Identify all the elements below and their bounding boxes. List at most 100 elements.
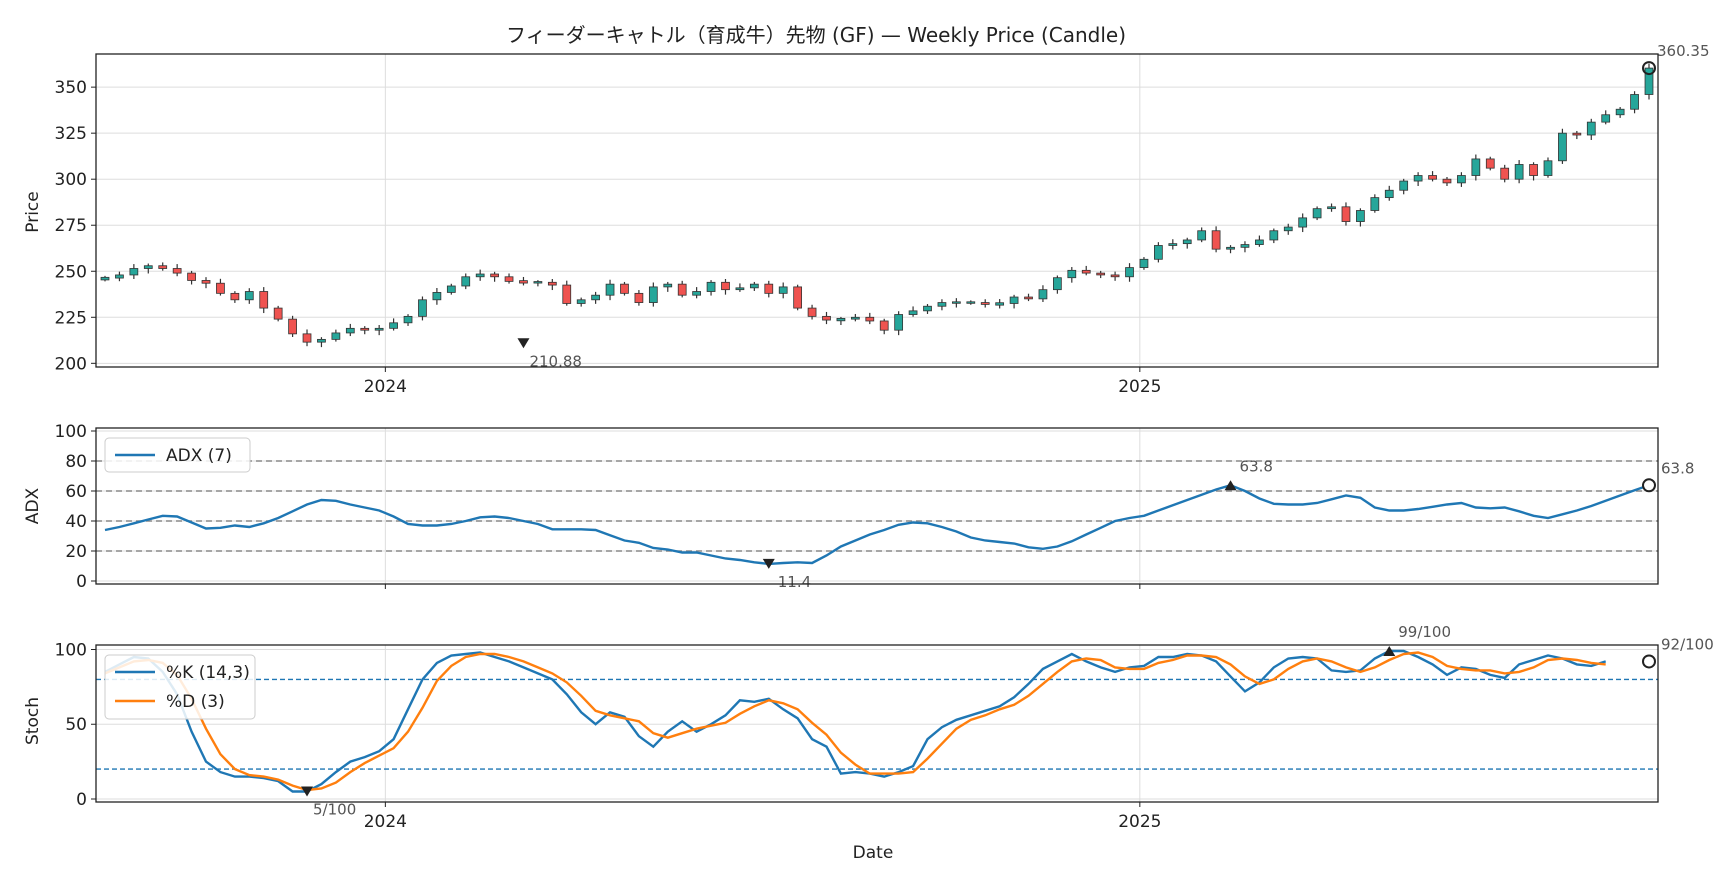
candle-body — [1312, 208, 1322, 219]
stoch-max-label: 99/100 — [1398, 623, 1451, 641]
date-axis-label: Date — [853, 843, 894, 863]
candle — [389, 318, 398, 331]
adx-y-tick-label: 20 — [65, 542, 87, 562]
candle-body — [1529, 164, 1538, 176]
candle — [1053, 275, 1062, 294]
candle-body — [475, 273, 485, 278]
adx-last-marker — [1642, 478, 1656, 493]
candle — [850, 313, 860, 322]
candle-body — [1255, 239, 1264, 245]
candle-body — [966, 301, 976, 304]
candle — [1586, 118, 1596, 140]
candle — [1558, 128, 1567, 164]
candle — [317, 337, 326, 348]
candle — [735, 283, 745, 292]
candle-body — [735, 287, 745, 291]
candle — [172, 264, 182, 277]
stoch-axis-label: Stoch — [23, 697, 43, 745]
candle-body — [677, 283, 687, 296]
candle — [519, 276, 528, 286]
candle — [663, 281, 673, 292]
stoch-legend-d-label: %D (3) — [166, 692, 225, 712]
stoch-y-tick-label: 100 — [55, 640, 87, 660]
price-y-tick-label: 325 — [55, 124, 87, 144]
candle — [115, 271, 124, 282]
candle-body — [1125, 267, 1134, 278]
candle-body — [1543, 160, 1553, 176]
stoch-panel: 0 50 100 2024 2025 5/100 99/100 92/100 %K (14,3)… — [55, 623, 1714, 832]
price-y-tick-label: 275 — [55, 216, 87, 236]
candle — [446, 283, 456, 295]
candle — [764, 280, 774, 298]
candle-body — [490, 273, 499, 278]
stoch-legend-k-label: %K (14,3) — [166, 663, 250, 683]
candle — [1139, 257, 1149, 270]
candle — [461, 273, 471, 290]
candle-body — [216, 282, 225, 294]
candle-body — [244, 291, 254, 301]
candle-body — [143, 265, 153, 269]
stoch-last-marker — [1642, 654, 1656, 669]
candle — [1283, 223, 1293, 235]
candle-body — [1197, 230, 1207, 241]
candle-body — [100, 276, 110, 281]
candle — [475, 269, 485, 281]
candle-body — [980, 302, 990, 305]
candle-body — [822, 315, 831, 321]
candle-body — [850, 316, 860, 320]
candle-body — [504, 276, 514, 282]
stoch-min-label: 5/100 — [313, 801, 356, 819]
candle-body — [1081, 269, 1091, 274]
candle — [374, 325, 384, 336]
candle-body — [1601, 114, 1611, 123]
candle-body — [634, 292, 644, 303]
candle — [1240, 241, 1250, 253]
adx-min-marker — [762, 558, 775, 569]
price-y-tick-label: 350 — [55, 78, 87, 98]
chart-title: フィーダーキャトル（育成牛）先物 (GF) — Weekly Price (Ca… — [506, 23, 1126, 47]
candle — [836, 316, 846, 326]
candle-body — [302, 333, 312, 343]
candle-body — [706, 281, 716, 292]
candle — [677, 280, 687, 298]
candle — [302, 329, 312, 347]
candle — [1630, 91, 1639, 114]
candle — [1110, 271, 1120, 281]
candle-body — [749, 283, 759, 289]
candle-body — [360, 327, 370, 331]
adx-y-tick-label: 40 — [65, 512, 87, 532]
candle — [345, 323, 355, 337]
candle — [1038, 285, 1048, 303]
candle — [1154, 242, 1163, 263]
candle-body — [1457, 175, 1466, 184]
candle-body — [317, 338, 326, 343]
price-y-tick-label: 250 — [55, 262, 87, 282]
candle-body — [201, 280, 211, 284]
candle-body — [576, 299, 586, 304]
candle — [1211, 226, 1221, 253]
candle — [923, 304, 932, 314]
candle — [187, 270, 196, 285]
candle — [620, 281, 629, 296]
candle-body — [1038, 289, 1048, 300]
candle-body — [418, 299, 427, 317]
candle — [288, 315, 297, 337]
candle — [1356, 208, 1365, 227]
candle-body — [1399, 180, 1409, 191]
candle-body — [923, 305, 932, 312]
adx-frame — [95, 427, 1659, 585]
candle — [490, 271, 499, 282]
price-y-tick-label: 300 — [55, 170, 87, 190]
candle — [273, 305, 283, 322]
candle — [1514, 160, 1524, 184]
candle-body — [995, 302, 1005, 306]
candle-body — [1024, 296, 1033, 300]
candle-body — [1630, 94, 1639, 110]
candle-body — [836, 317, 846, 322]
candle-body — [692, 291, 701, 296]
candle — [807, 304, 817, 320]
candle-body — [461, 276, 471, 287]
candle-body — [865, 316, 875, 322]
